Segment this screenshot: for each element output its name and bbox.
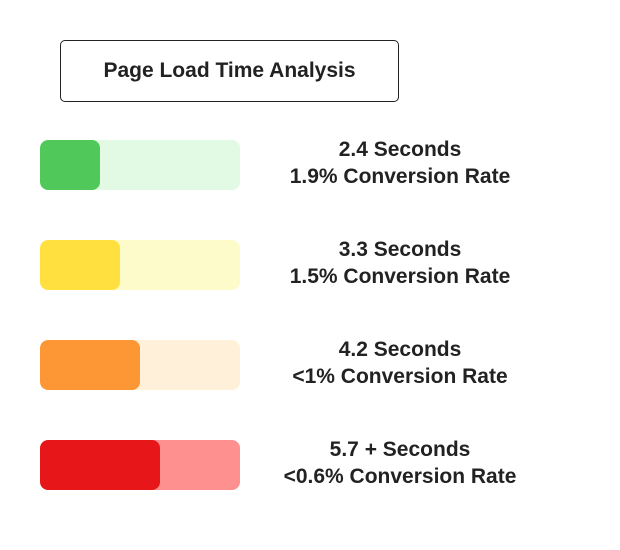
chart-title: Page Load Time Analysis	[60, 40, 399, 102]
bar-row: 4.2 Seconds <1% Conversion Rate	[0, 338, 620, 390]
bar-row: 3.3 Seconds 1.5% Conversion Rate	[0, 238, 620, 290]
bar-label: 2.4 Seconds 1.9% Conversion Rate	[250, 136, 550, 190]
bar-row: 2.4 Seconds 1.9% Conversion Rate	[0, 138, 620, 190]
conversion-rate-label: 1.5% Conversion Rate	[289, 265, 511, 288]
bar-label: 5.7 + Seconds <0.6% Conversion Rate	[250, 436, 550, 490]
bar-label: 4.2 Seconds <1% Conversion Rate	[250, 336, 550, 390]
bar-track	[40, 440, 240, 490]
load-time-label: 5.7 + Seconds	[329, 438, 471, 461]
bar-fill	[40, 140, 100, 190]
bar-fill	[40, 240, 120, 290]
bar-track	[40, 140, 240, 190]
load-time-label: 2.4 Seconds	[338, 138, 462, 161]
load-time-label: 4.2 Seconds	[338, 338, 462, 361]
bar-fill	[40, 440, 160, 490]
conversion-rate-label: <0.6% Conversion Rate	[283, 465, 517, 488]
bar-row: 5.7 + Seconds <0.6% Conversion Rate	[0, 438, 620, 490]
bar-fill	[40, 340, 140, 390]
bar-label: 3.3 Seconds 1.5% Conversion Rate	[250, 236, 550, 290]
conversion-rate-label: 1.9% Conversion Rate	[289, 165, 511, 188]
load-time-label: 3.3 Seconds	[338, 238, 462, 261]
bar-track	[40, 340, 240, 390]
bar-track	[40, 240, 240, 290]
conversion-rate-label: <1% Conversion Rate	[292, 365, 508, 388]
